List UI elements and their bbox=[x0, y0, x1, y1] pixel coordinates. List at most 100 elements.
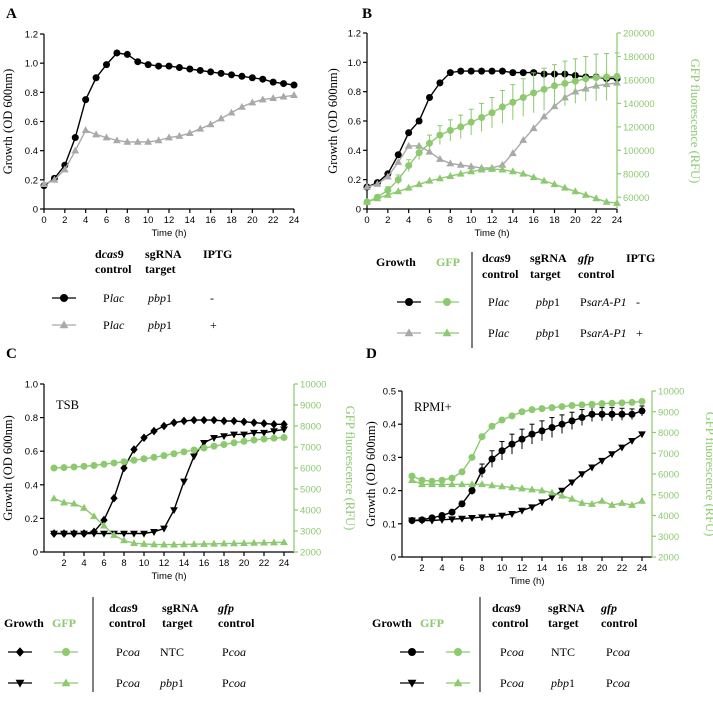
data-point bbox=[134, 58, 142, 66]
data-point bbox=[100, 530, 108, 538]
x-tick-label: 16 bbox=[199, 558, 210, 569]
legend-cell: Plac bbox=[103, 318, 125, 332]
x-tick-label: 24 bbox=[289, 215, 300, 226]
data-point bbox=[140, 530, 148, 538]
legend-header: control bbox=[95, 262, 132, 276]
x-axis-label: Time (h) bbox=[151, 571, 186, 582]
data-point bbox=[230, 431, 238, 439]
data-point bbox=[478, 480, 486, 488]
data-point bbox=[200, 444, 208, 452]
data-point bbox=[581, 190, 590, 198]
data-point bbox=[250, 429, 258, 437]
data-point bbox=[578, 401, 586, 409]
legend-header: dcas9 bbox=[109, 601, 138, 615]
legend-header: control bbox=[492, 616, 529, 630]
data-point bbox=[603, 73, 611, 81]
y-tick-label: 0.2 bbox=[383, 486, 396, 497]
y-axis-label: Growth (OD 600nm) bbox=[364, 421, 378, 527]
data-point bbox=[60, 165, 69, 173]
series-line bbox=[54, 419, 284, 535]
y2-tick-label: 10000 bbox=[300, 380, 326, 391]
y2-tick-label: 7000 bbox=[300, 443, 321, 454]
data-point bbox=[468, 487, 476, 495]
data-point bbox=[558, 420, 566, 428]
y2-tick-label: 2000 bbox=[300, 548, 321, 559]
data-point bbox=[498, 67, 506, 75]
data-point bbox=[498, 103, 506, 111]
data-point bbox=[588, 400, 596, 408]
data-point bbox=[248, 98, 257, 106]
data-point bbox=[130, 445, 138, 454]
data-point bbox=[60, 530, 68, 538]
data-point bbox=[598, 400, 606, 408]
legend-gfp-label: GFP bbox=[52, 616, 76, 630]
y-tick-label: 0.2 bbox=[25, 175, 38, 186]
x-tick-label: 24 bbox=[279, 558, 290, 569]
data-point bbox=[540, 112, 548, 120]
legend-cell: PsarA-P1 bbox=[580, 295, 627, 309]
x-tick-label: 20 bbox=[597, 563, 608, 574]
data-point bbox=[270, 538, 278, 546]
y-tick-label: 0.4 bbox=[25, 480, 38, 491]
data-point bbox=[418, 476, 426, 484]
data-point bbox=[408, 517, 416, 525]
data-point bbox=[458, 480, 466, 488]
data-point bbox=[185, 129, 194, 136]
legend-header: dcas9 bbox=[95, 247, 124, 261]
y2-tick-label: 180000 bbox=[623, 52, 655, 63]
data-point bbox=[120, 458, 128, 466]
data-point bbox=[200, 440, 208, 447]
data-point bbox=[190, 415, 198, 425]
data-point bbox=[70, 463, 78, 471]
data-point bbox=[144, 61, 152, 69]
y-tick-label: 1.2 bbox=[348, 29, 361, 40]
data-point bbox=[568, 402, 576, 410]
data-point bbox=[210, 434, 218, 442]
legend-cell: + bbox=[210, 318, 217, 332]
y-tick-label: 0 bbox=[33, 548, 38, 559]
data-point bbox=[220, 539, 228, 547]
data-point bbox=[280, 426, 288, 434]
data-point bbox=[498, 512, 506, 520]
data-point bbox=[488, 67, 496, 75]
y2-tick-label: 160000 bbox=[623, 75, 655, 86]
x-tick-label: 12 bbox=[517, 563, 528, 574]
x-tick-label: 24 bbox=[637, 563, 648, 574]
data-point bbox=[519, 135, 528, 143]
x-tick-label: 8 bbox=[125, 215, 130, 226]
y-tick-label: 0.2 bbox=[348, 175, 361, 186]
legend-header: control bbox=[109, 616, 146, 630]
legend-header: control bbox=[482, 267, 519, 281]
legend-cell: Pcoa bbox=[222, 645, 246, 659]
data-point bbox=[217, 69, 225, 77]
panel-b: B0 2 4 6 8 10 12 14 16 18 20 22 2400.20.40.60.81.01.… bbox=[326, 6, 702, 239]
data-point bbox=[477, 165, 486, 173]
data-point bbox=[90, 512, 98, 520]
data-point bbox=[571, 187, 580, 195]
data-point bbox=[438, 480, 446, 488]
data-point bbox=[628, 438, 636, 445]
x-tick-label: 8 bbox=[479, 563, 484, 574]
legend-cell: pbp1 bbox=[147, 318, 172, 332]
x-axis-label: Time (h) bbox=[474, 228, 509, 239]
data-point bbox=[165, 62, 173, 70]
data-point bbox=[230, 539, 238, 547]
legend-cell: PsarA-P1 bbox=[580, 326, 627, 340]
legend-header: target bbox=[548, 616, 579, 630]
y-axis-label: Growth (OD 600nm) bbox=[1, 69, 15, 175]
data-point bbox=[170, 450, 178, 458]
data-point bbox=[428, 480, 436, 488]
y-tick-label: 0 bbox=[391, 553, 396, 564]
data-point bbox=[200, 539, 208, 547]
y2-tick-label: 3000 bbox=[658, 532, 679, 543]
y2-tick-label: 2000 bbox=[658, 553, 679, 564]
data-point bbox=[568, 417, 576, 425]
x-tick-label: 18 bbox=[549, 215, 560, 226]
data-point bbox=[259, 75, 267, 83]
data-point bbox=[373, 194, 382, 202]
series-line bbox=[411, 410, 643, 522]
data-point bbox=[165, 133, 173, 141]
legend-sym-2-marker bbox=[454, 648, 462, 656]
y-tick-label: 0.6 bbox=[348, 117, 361, 128]
